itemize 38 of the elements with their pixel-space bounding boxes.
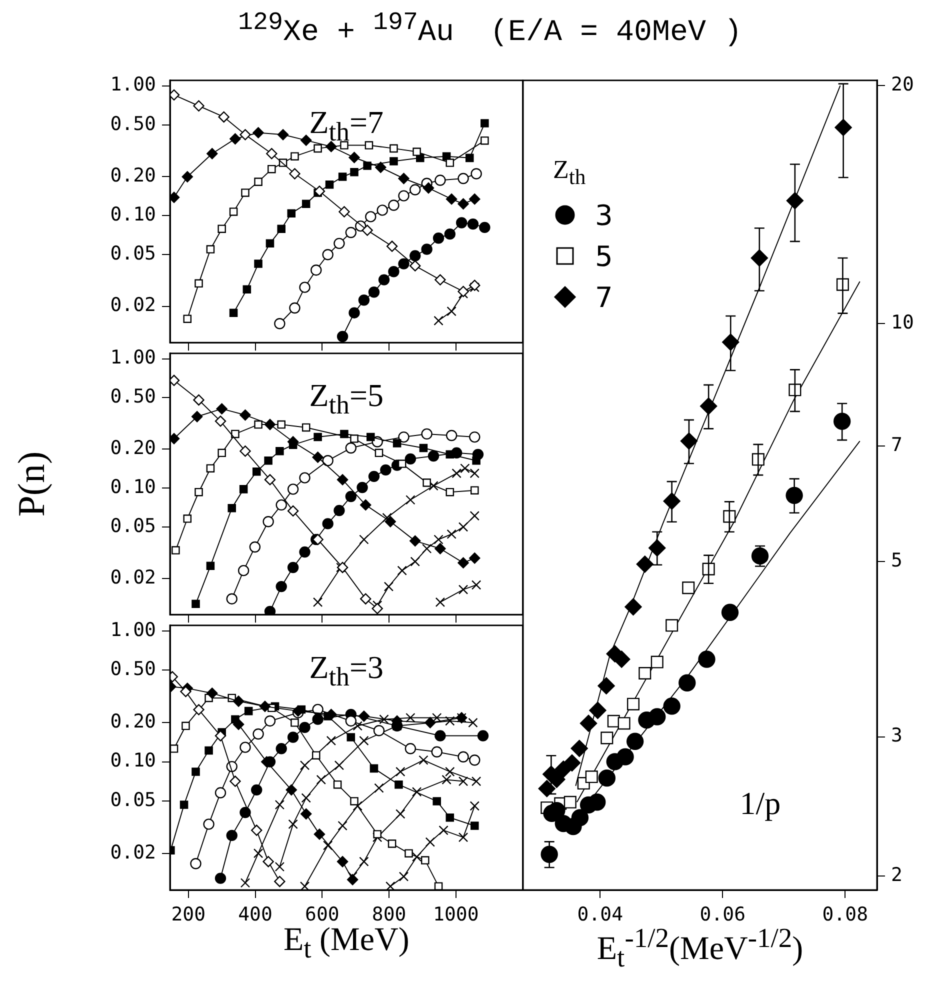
y-tick-label: 0.50 [110,658,156,680]
chart-title: $^{129}$Xe + $^{197}$Au (E/A = 40MeV ) [236,8,744,50]
y-tick-label: 0.05 [110,242,156,265]
legend-title: Z$_{th}$ [553,155,587,191]
y2-tick-label: 5 [891,549,902,572]
y-tick-label: 0.10 [110,204,156,226]
annotation: Z$_{th}$=5 [308,377,385,421]
y2-tick-label: 3 [891,724,902,747]
y-tick-label: 0.02 [110,566,156,588]
y-tick-label: 0.10 [110,476,156,498]
y-axis-title: P(n) [10,450,53,519]
y-tick-label: 0.50 [110,386,156,408]
annotation: 1/p [738,785,782,822]
y-tick-label: 0.05 [110,789,156,812]
x-tick-label: 0.08 [822,903,868,926]
y-tick-label: 0.02 [110,294,156,316]
x-tick-label: 400 [238,903,272,926]
y-tick-label: 1.00 [110,74,156,96]
x-tick-label: 1000 [433,903,479,926]
y-tick-label: 1.00 [110,346,156,369]
legend-label: 5 [595,239,613,272]
legend-label: 7 [595,280,613,314]
annotation: Z$_{th}$=7 [308,104,385,148]
y-tick-label: 0.02 [110,841,156,864]
y-tick-label: 0.20 [110,437,156,460]
y2-tick-label: 2 [891,864,902,886]
y2-tick-label: 7 [891,434,902,456]
y-tick-label: 1.00 [110,618,156,641]
y-tick-label: 0.20 [110,164,156,186]
annotation: Z$_{th}$=3 [308,649,385,693]
y2-tick-label: 20 [891,73,914,96]
x-tick-label: 200 [171,903,206,926]
y-tick-label: 0.50 [110,112,156,135]
y2-tick-label: 10 [891,311,914,334]
y-tick-label: 0.05 [110,514,156,537]
y-tick-label: 0.10 [110,750,156,772]
legend-label: 3 [595,198,613,232]
y-tick-label: 0.20 [110,710,156,732]
